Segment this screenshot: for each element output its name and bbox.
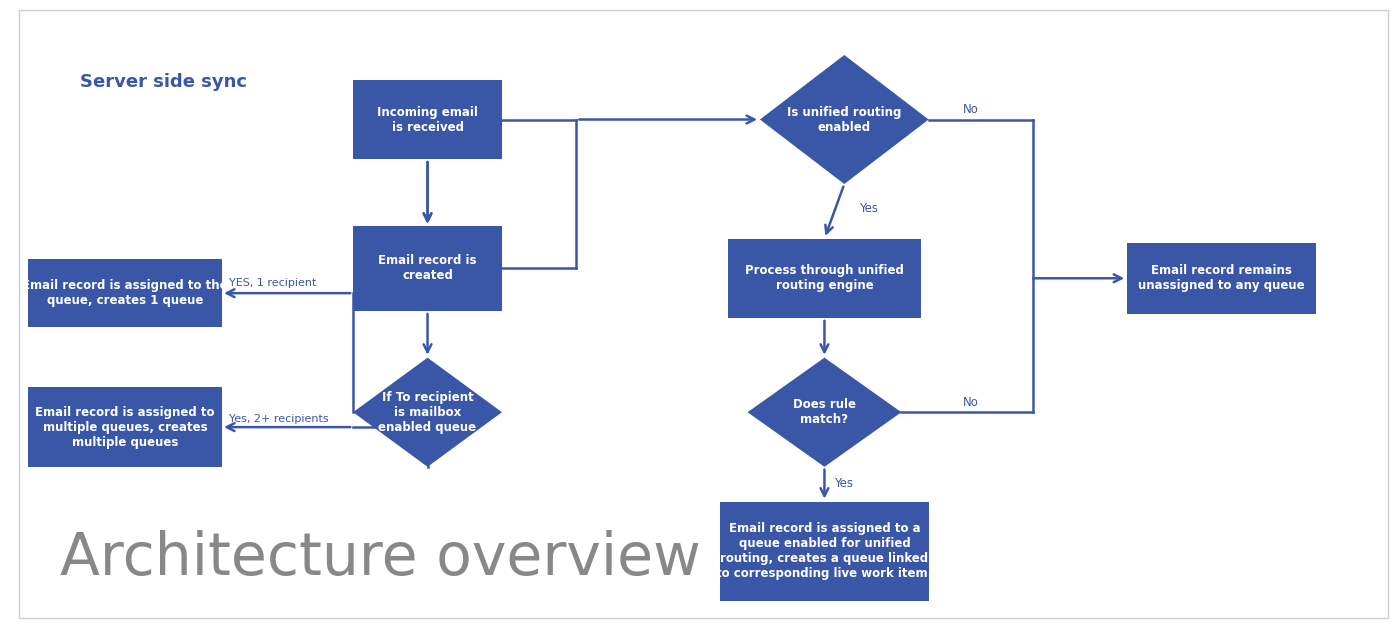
Text: Email record is assigned to
multiple queues, creates
multiple queues: Email record is assigned to multiple que…	[35, 406, 215, 448]
Text: If To recipient
is mailbox
enabled queue: If To recipient is mailbox enabled queue	[378, 391, 476, 434]
Text: Incoming email
is received: Incoming email is received	[377, 106, 477, 134]
Polygon shape	[759, 55, 928, 184]
FancyBboxPatch shape	[720, 502, 928, 601]
FancyBboxPatch shape	[28, 259, 222, 327]
Text: Does rule
match?: Does rule match?	[793, 398, 856, 426]
Text: No: No	[963, 396, 979, 409]
FancyBboxPatch shape	[1127, 242, 1315, 314]
Text: Email record is
created: Email record is created	[378, 254, 477, 283]
Polygon shape	[747, 358, 902, 467]
Text: Yes: Yes	[859, 202, 878, 215]
FancyBboxPatch shape	[28, 387, 222, 467]
Text: YES, 1 recipient: YES, 1 recipient	[229, 278, 317, 288]
Text: Server side sync: Server side sync	[80, 73, 247, 91]
Text: Yes: Yes	[835, 477, 853, 490]
Text: Email record remains
unassigned to any queue: Email record remains unassigned to any q…	[1138, 264, 1305, 292]
Text: Email record is assigned to the
queue, creates 1 queue: Email record is assigned to the queue, c…	[22, 279, 228, 307]
FancyBboxPatch shape	[353, 80, 503, 160]
Text: Yes, 2+ recipients: Yes, 2+ recipients	[229, 414, 328, 424]
Polygon shape	[353, 358, 503, 467]
FancyBboxPatch shape	[727, 239, 921, 318]
Text: Architecture overview: Architecture overview	[60, 529, 701, 587]
FancyBboxPatch shape	[353, 226, 503, 310]
Text: Email record is assigned to a
queue enabled for unified
routing, creates a queue: Email record is assigned to a queue enab…	[716, 522, 933, 580]
Text: Process through unified
routing engine: Process through unified routing engine	[745, 264, 903, 292]
Text: Is unified routing
enabled: Is unified routing enabled	[787, 106, 902, 134]
Text: No: No	[963, 103, 979, 116]
